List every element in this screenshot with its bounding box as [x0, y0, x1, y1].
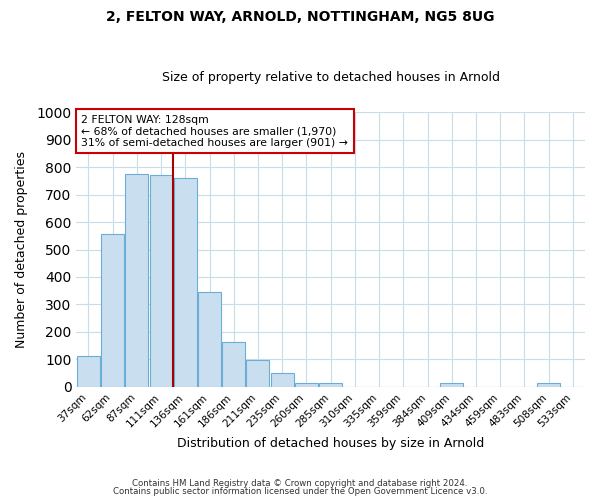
- Bar: [295, 384, 318, 387]
- Bar: [440, 384, 463, 387]
- Text: Contains public sector information licensed under the Open Government Licence v3: Contains public sector information licen…: [113, 487, 487, 496]
- Bar: [125, 174, 148, 387]
- X-axis label: Distribution of detached houses by size in Arnold: Distribution of detached houses by size …: [177, 437, 484, 450]
- Text: 2 FELTON WAY: 128sqm
← 68% of detached houses are smaller (1,970)
31% of semi-de: 2 FELTON WAY: 128sqm ← 68% of detached h…: [82, 115, 348, 148]
- Bar: [101, 234, 124, 387]
- Text: 2, FELTON WAY, ARNOLD, NOTTINGHAM, NG5 8UG: 2, FELTON WAY, ARNOLD, NOTTINGHAM, NG5 8…: [106, 10, 494, 24]
- Bar: [247, 360, 269, 387]
- Bar: [174, 178, 197, 387]
- Bar: [271, 372, 294, 387]
- Bar: [198, 292, 221, 387]
- Text: Contains HM Land Registry data © Crown copyright and database right 2024.: Contains HM Land Registry data © Crown c…: [132, 478, 468, 488]
- Bar: [222, 342, 245, 387]
- Bar: [149, 176, 173, 387]
- Title: Size of property relative to detached houses in Arnold: Size of property relative to detached ho…: [161, 72, 500, 85]
- Bar: [319, 384, 342, 387]
- Y-axis label: Number of detached properties: Number of detached properties: [15, 151, 28, 348]
- Bar: [537, 384, 560, 387]
- Bar: [77, 356, 100, 387]
